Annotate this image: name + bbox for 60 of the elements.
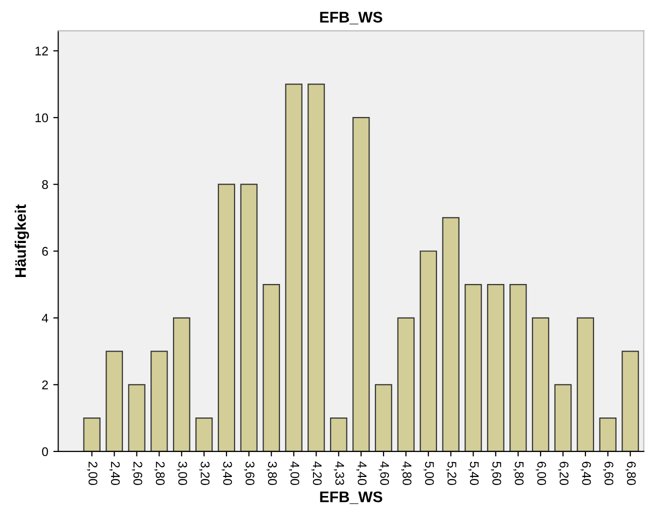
bar — [240, 184, 258, 452]
bar — [442, 217, 460, 452]
bar — [599, 418, 616, 452]
y-tick-label: 2 — [42, 380, 48, 390]
bar — [420, 250, 438, 452]
x-tick-label: 4,80 — [401, 461, 412, 485]
x-tick-label: 3,80 — [266, 462, 277, 485]
x-tick-label: 4,00 — [288, 461, 300, 485]
x-tick-label: 4,20 — [311, 461, 322, 485]
y-tick-label: 10 — [36, 113, 48, 122]
bar — [128, 384, 146, 452]
x-tick-label: 2,40 — [109, 462, 120, 485]
bar — [352, 117, 370, 452]
bar — [622, 350, 639, 452]
x-tick-label: 4,33 — [334, 461, 344, 485]
y-tick-label: 8 — [42, 180, 48, 190]
y-axis-title: Häufigkeit — [14, 204, 30, 278]
bar — [106, 350, 123, 452]
x-tick-label: 5,00 — [424, 462, 434, 485]
x-tick-label: 5,60 — [490, 462, 502, 485]
y-tick-label: 0 — [42, 447, 48, 456]
bar — [330, 418, 348, 452]
x-tick-label: 6,40 — [580, 462, 591, 485]
y-tick-label: 6 — [42, 246, 48, 256]
x-axis-title: EFB_WS — [320, 491, 382, 504]
x-tick-label: 6,20 — [558, 462, 568, 485]
bar — [308, 84, 325, 452]
bar — [262, 284, 280, 452]
x-tick-label: 4,40 — [356, 461, 367, 485]
bar — [218, 184, 236, 452]
x-tick-label: 3,00 — [176, 462, 188, 485]
x-tick-label: 5,40 — [468, 462, 479, 485]
x-tick-label: 2,80 — [154, 462, 165, 485]
x-tick-label: 3,20 — [199, 462, 210, 485]
y-tick-label: 12 — [36, 46, 48, 56]
bar — [374, 384, 392, 452]
bar — [83, 418, 101, 452]
bar — [195, 418, 213, 452]
bar — [285, 84, 302, 452]
x-tick-label: 5,80 — [513, 462, 524, 485]
bar — [532, 317, 550, 452]
x-tick-label: 4,60 — [378, 461, 390, 485]
bar — [510, 284, 527, 452]
bar — [464, 284, 482, 452]
x-tick-label: 3,60 — [244, 462, 254, 485]
bar — [487, 284, 504, 452]
x-tick-label: 6,00 — [536, 462, 546, 485]
y-tick-label: 4 — [42, 314, 48, 322]
bar — [397, 317, 415, 452]
chart-title: EFB_WS — [320, 12, 382, 24]
bar — [576, 317, 594, 452]
bar — [554, 384, 572, 452]
x-tick-label: 5,20 — [446, 462, 456, 485]
x-tick-label: 6,60 — [603, 462, 614, 485]
x-tick-label: 2,00 — [87, 462, 98, 485]
bar — [172, 317, 190, 452]
x-tick-label: 6,80 — [625, 462, 636, 485]
bar — [150, 350, 168, 452]
x-tick-label: 2,60 — [132, 462, 142, 485]
x-tick-label: 3,40 — [222, 462, 232, 485]
